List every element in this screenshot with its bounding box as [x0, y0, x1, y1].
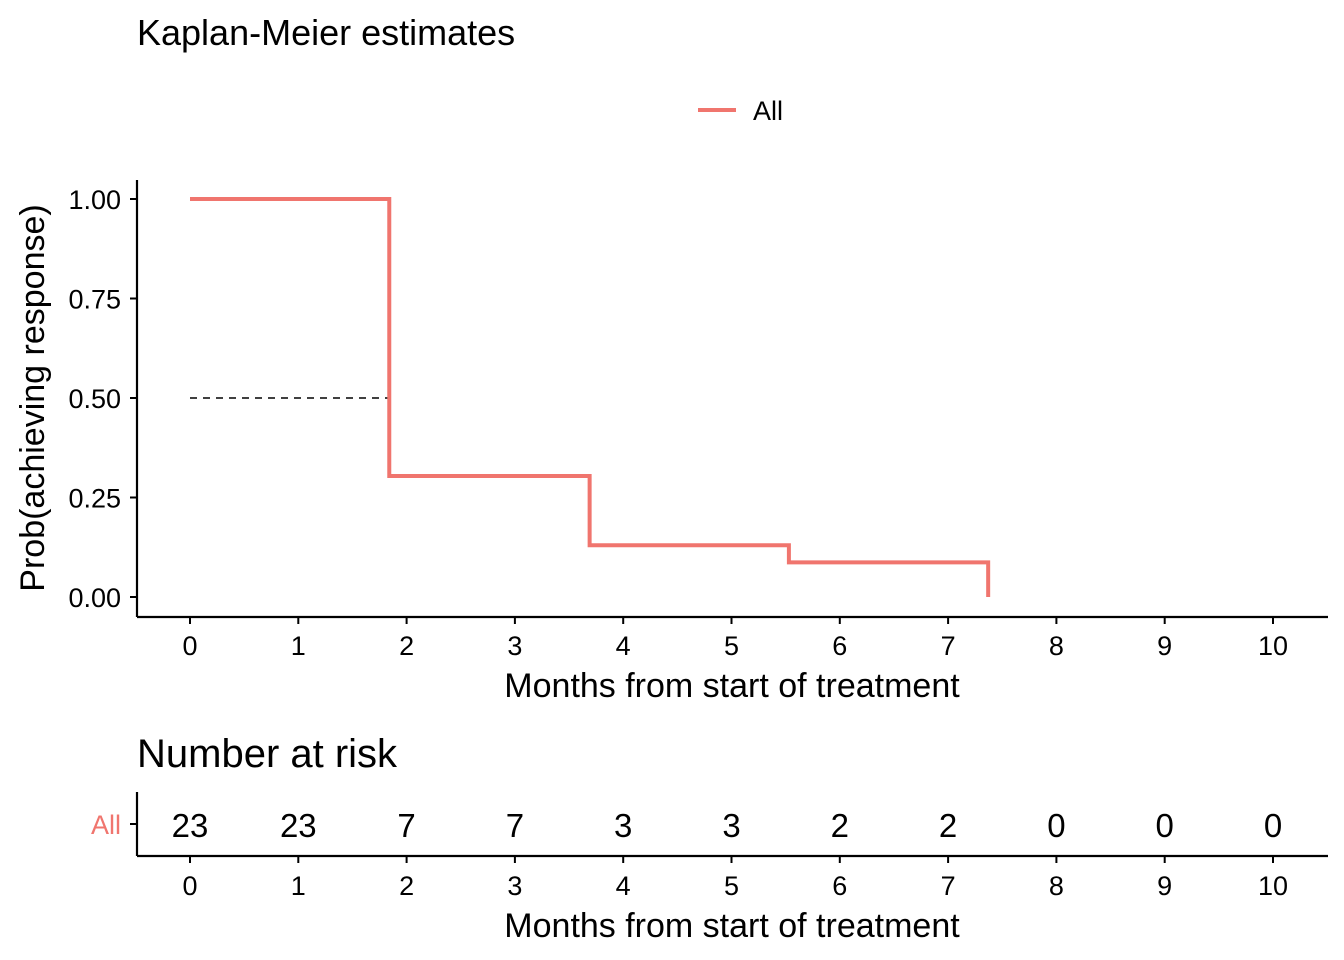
- survival-curve-all: [190, 197, 991, 597]
- risk-x-tick-label: 6: [832, 871, 847, 901]
- risk-table-title: Number at risk: [137, 732, 398, 776]
- risk-value: 7: [506, 807, 524, 844]
- x-tick-label: 3: [507, 631, 522, 661]
- risk-x-tick-label: 0: [182, 871, 197, 901]
- x-tick-label: 6: [832, 631, 847, 661]
- x-axis-label: Months from start of treatment: [504, 667, 960, 705]
- y-tick-label: 0.00: [68, 583, 121, 613]
- risk-value: 0: [1264, 807, 1282, 844]
- risk-x-tick-label: 3: [507, 871, 522, 901]
- risk-value: 3: [722, 807, 740, 844]
- x-tick-label: 2: [399, 631, 414, 661]
- risk-x-tick-label: 8: [1049, 871, 1064, 901]
- risk-value: 3: [614, 807, 632, 844]
- x-tick-label: 0: [182, 631, 197, 661]
- y-tick-label: 0.75: [68, 285, 121, 315]
- risk-value: 0: [1047, 807, 1065, 844]
- x-tick-label: 9: [1157, 631, 1172, 661]
- legend: All: [698, 96, 783, 126]
- risk-x-tick-label: 5: [724, 871, 739, 901]
- risk-value: 7: [397, 807, 415, 844]
- risk-value: 0: [1156, 807, 1174, 844]
- risk-row-label: All: [91, 810, 121, 840]
- x-tick-label: 10: [1258, 631, 1288, 661]
- y-axis-label: Prob(achieving response): [14, 204, 52, 591]
- risk-x-tick-label: 1: [291, 871, 306, 901]
- risk-axes: 0 1 2 3 4 5 6 7 8 9 10: [135, 792, 1328, 901]
- risk-x-tick-label: 2: [399, 871, 414, 901]
- axes: 0.00 0.25 0.50 0.75 1.00 0 1 2 3 4 5 6 7 8 9 10: [68, 180, 1328, 661]
- x-tick-label: 1: [291, 631, 306, 661]
- risk-value: 2: [831, 807, 849, 844]
- x-tick-label: 5: [724, 631, 739, 661]
- risk-values: All 23 23 7 7 3 3 2 2 0 0 0: [91, 807, 1282, 844]
- risk-value: 23: [280, 807, 317, 844]
- y-tick-label: 1.00: [68, 185, 121, 215]
- x-tick-label: 4: [616, 631, 631, 661]
- x-tick-label: 8: [1049, 631, 1064, 661]
- chart-title: Kaplan-Meier estimates: [137, 12, 515, 53]
- plot-marks: [190, 197, 991, 597]
- risk-x-tick-label: 10: [1258, 871, 1288, 901]
- legend-label-all: All: [753, 96, 783, 126]
- risk-value: 23: [172, 807, 209, 844]
- y-tick-label: 0.50: [68, 384, 121, 414]
- risk-x-axis-label: Months from start of treatment: [504, 907, 960, 945]
- km-plot-panel: Kaplan-Meier estimates All Prob(achievin…: [14, 12, 1328, 705]
- risk-x-tick-label: 7: [941, 871, 956, 901]
- risk-table-panel: Number at risk Months from start of trea…: [91, 732, 1328, 945]
- risk-value: 2: [939, 807, 957, 844]
- y-tick-label: 0.25: [68, 484, 121, 514]
- x-tick-label: 7: [941, 631, 956, 661]
- risk-x-tick-label: 4: [616, 871, 631, 901]
- risk-x-tick-label: 9: [1157, 871, 1172, 901]
